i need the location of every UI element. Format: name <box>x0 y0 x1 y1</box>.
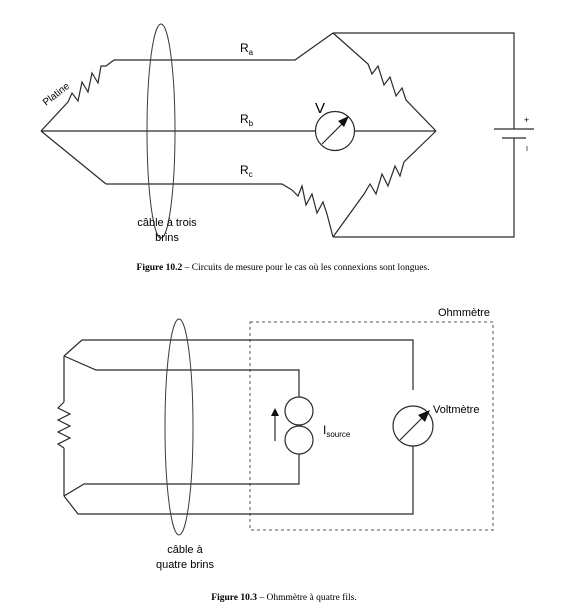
wire-a <box>114 32 334 61</box>
bottom-outer-wire <box>63 446 414 515</box>
platinum-label: Platine <box>41 81 72 109</box>
voltmeter-arrow-icon <box>338 116 349 127</box>
ohmmeter-label: Ohmmètre <box>438 307 490 319</box>
three-wire-cable-ellipse <box>146 23 176 239</box>
wire-c <box>106 183 293 191</box>
voltmeter-icon <box>314 110 356 152</box>
voltmeter-label: Voltmètre <box>433 404 479 416</box>
platinum-resistor <box>40 59 115 132</box>
top-outer-wire <box>63 339 414 390</box>
resistor-a-label: Ra <box>240 41 254 57</box>
unknown-resistor <box>56 401 72 449</box>
figure-10-2-caption: Figure 10.2 – Circuits de mesure pour le… <box>137 263 430 273</box>
resistor-c-label: Rc <box>240 163 253 179</box>
battery-plus-label: + <box>524 115 529 125</box>
current-source-upper-coil <box>284 396 314 426</box>
four-wire-cable-label-line2: quatre brins <box>156 559 215 571</box>
isource-label: Isource <box>323 423 351 439</box>
voltmeter-symbol: V <box>315 100 325 117</box>
bridge-resistor-top-right <box>332 32 437 132</box>
top-inner-wire <box>63 355 300 396</box>
battery-loop <box>333 32 515 238</box>
ohmmeter-box <box>249 321 494 531</box>
four-wire-cable-ellipse <box>164 318 194 536</box>
four-wire-cable-label-line1: câble à <box>167 544 203 556</box>
bridge-resistor-bottom-left <box>291 183 334 238</box>
figure-10-2: + I V Platine Ra Rb Rc câble à trois bri… <box>40 23 534 273</box>
voltmeter-arrow-icon <box>418 410 430 422</box>
bridge-resistor-bottom-right <box>332 130 437 238</box>
figure-10-3: Ohmmètre Isource Voltmètre câble à quatr… <box>56 307 494 603</box>
resistor-b-label: Rb <box>240 112 254 128</box>
battery-minus-label: I <box>526 146 528 153</box>
figure-10-3-caption: Figure 10.3 – Ohmmètre à quatre fils. <box>211 592 356 603</box>
lower-left-wire <box>40 130 107 185</box>
current-source-lower-coil <box>284 425 314 455</box>
bottom-inner-wire <box>63 456 300 497</box>
three-wire-cable-label-line1: câble à trois <box>137 217 197 229</box>
three-wire-cable-label-line2: brins <box>155 232 179 244</box>
voltmeter-icon <box>392 405 434 447</box>
